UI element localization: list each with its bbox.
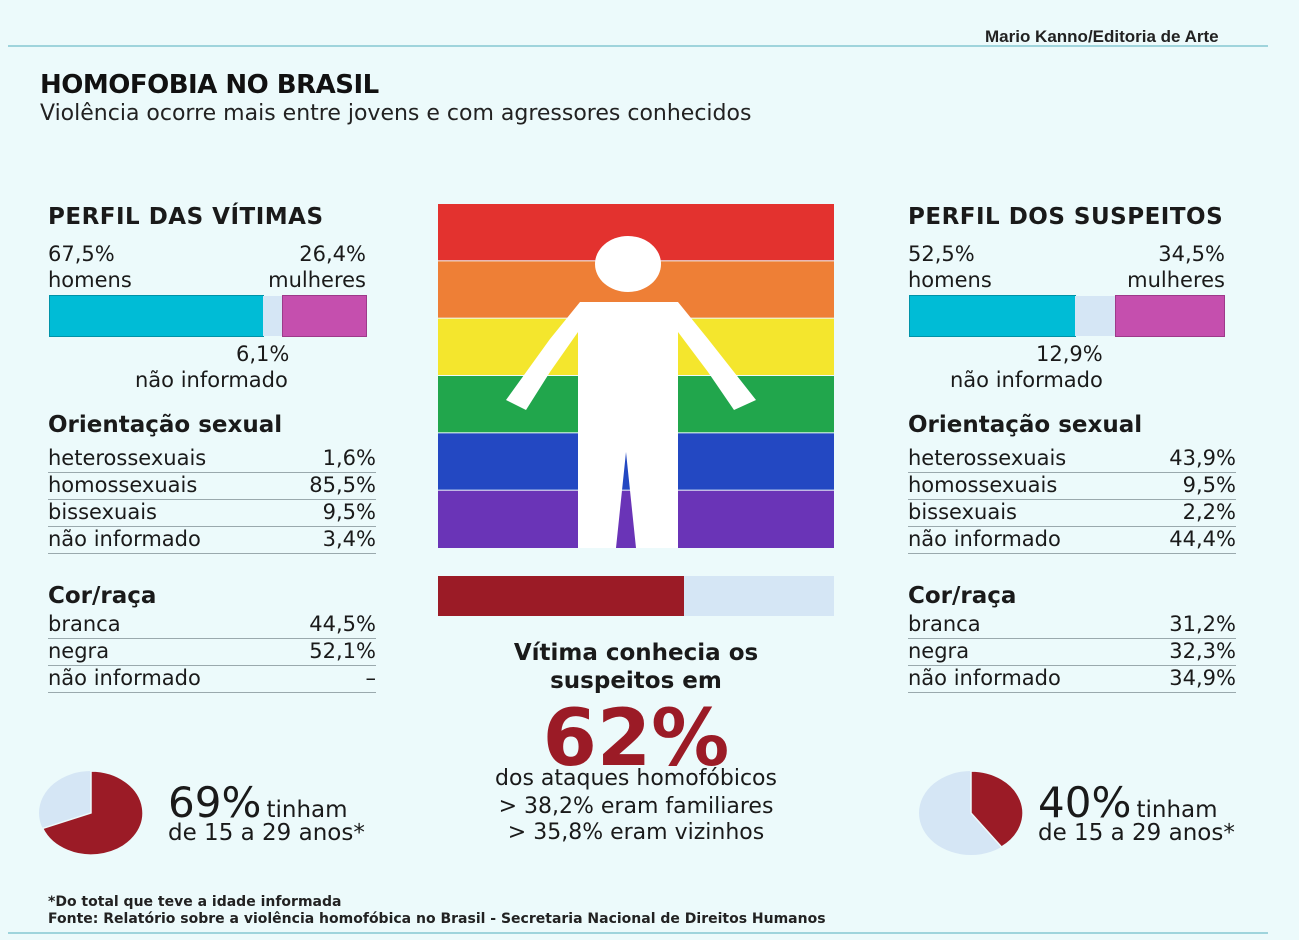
victims-orientation-value: 85,5% [309, 473, 376, 497]
suspects-age-range: de 15 a 29 anos* [1038, 820, 1235, 846]
known-suspects-bar [438, 576, 834, 616]
victims-race-row: não informado – [48, 666, 376, 693]
credit: Mario Kanno/Editoria de Arte [985, 27, 1219, 46]
victims-orientation-value: 1,6% [322, 446, 376, 470]
suspects-orientation-value: 2,2% [1182, 500, 1236, 524]
victims-race-value: – [365, 666, 377, 690]
victims-ni-pct: 6,1% [236, 342, 290, 366]
person-head [595, 236, 661, 292]
suspects-age-pie [919, 770, 1024, 855]
victims-orientation-value: 3,4% [322, 527, 376, 551]
suspects-orientation-value: 44,4% [1169, 527, 1236, 551]
suspects-age-pie-slice [970, 770, 1024, 848]
victims-race-value: 52,1% [309, 639, 376, 663]
suspects-orientation-title: Orientação sexual [908, 412, 1143, 438]
suspects-race-label: branca [908, 612, 981, 636]
victims-age-pie [39, 770, 144, 856]
victims-race-value: 44,5% [309, 612, 376, 636]
victims-bar-not-informed [263, 296, 283, 336]
suspects-age-line: 40% tinham [1038, 778, 1218, 827]
person-body [506, 302, 756, 548]
victims-heading: PERFIL DAS VÍTIMAS [48, 204, 324, 230]
center-line5: > 35,8% eram vizinhos [507, 820, 765, 845]
suspects-bar-women [1114, 295, 1225, 337]
suspects-orientation-value: 43,9% [1169, 446, 1236, 470]
victims-women-label: mulheres [268, 268, 366, 292]
victims-men-label: homens [48, 268, 132, 292]
victims-age-range: de 15 a 29 anos* [168, 820, 365, 846]
rainbow-flag-figure [438, 204, 834, 548]
suspects-men-pct: 52,5% [908, 242, 975, 266]
known-suspects-fill [438, 576, 684, 616]
suspects-bar-men [909, 295, 1076, 337]
suspects-orientation-row: bissexuais 2,2% [908, 500, 1236, 527]
victims-race-label: branca [48, 612, 121, 636]
victims-orientation-title: Orientação sexual [48, 412, 283, 438]
suspects-orientation-label: homossexuais [908, 473, 1058, 497]
suspects-race-label: negra [908, 639, 970, 663]
suspects-race-row: não informado 34,9% [908, 666, 1236, 693]
suspects-race-value: 31,2% [1169, 612, 1236, 636]
suspects-ni-pct: 12,9% [1036, 342, 1103, 366]
suspects-orientation-label: bissexuais [908, 500, 1017, 524]
center-line2: suspeitos em [550, 668, 722, 694]
suspects-women-pct: 34,5% [1158, 242, 1225, 266]
person-icon [506, 236, 756, 548]
center-line1: Vítima conhecia os [513, 640, 759, 666]
victims-women-pct: 26,4% [299, 242, 366, 266]
suspects-women-label: mulheres [1127, 268, 1225, 292]
suspects-orientation-row: homossexuais 9,5% [908, 473, 1236, 500]
suspects-race-value: 34,9% [1169, 666, 1236, 690]
victims-age-pct: 69% [168, 778, 262, 827]
victims-orientation-label: heterossexuais [48, 446, 207, 470]
center-big-pct: 62% [542, 694, 730, 784]
victims-sex-bar [48, 295, 367, 337]
center-line4: > 38,2% eram familiares [498, 794, 774, 819]
suspects-orientation-value: 9,5% [1182, 473, 1236, 497]
victims-orientation-row: homossexuais 85,5% [48, 473, 376, 500]
victims-race-row: negra 52,1% [48, 639, 376, 666]
victims-bar-women [281, 295, 367, 337]
suspects-orientation-label: não informado [908, 527, 1061, 551]
victims-ni-label: não informado [135, 368, 288, 392]
suspects-age-suffix: tinham [1136, 797, 1218, 823]
suspects-race-value: 32,3% [1169, 639, 1236, 663]
suspects-race-row: branca 31,2% [908, 612, 1236, 639]
bottom-rule [8, 932, 1268, 934]
suspects-orientation-label: heterossexuais [908, 446, 1067, 470]
victims-orientation-row: heterossexuais 1,6% [48, 446, 376, 473]
victims-orientation-label: não informado [48, 527, 201, 551]
victims-age-line: 69% tinham [168, 778, 348, 827]
suspects-bar-not-informed [1075, 296, 1116, 336]
suspects-ni-label: não informado [950, 368, 1103, 392]
suspects-sex-bar [909, 295, 1225, 337]
suspects-heading: PERFIL DOS SUSPEITOS [908, 204, 1224, 230]
suspects-men-label: homens [908, 268, 992, 292]
footnote-age: *Do total que teve a idade informada [48, 894, 342, 910]
victims-orientation-row: bissexuais 9,5% [48, 500, 376, 527]
victims-orientation-label: bissexuais [48, 500, 157, 524]
suspects-race-title: Cor/raça [908, 583, 1017, 609]
victims-race-label: negra [48, 639, 110, 663]
victims-bar-men [48, 295, 265, 337]
victims-age-suffix: tinham [266, 797, 348, 823]
victims-orientation-value: 9,5% [322, 500, 376, 524]
suspects-race-row: negra 32,3% [908, 639, 1236, 666]
victims-men-pct: 67,5% [48, 242, 115, 266]
victims-orientation-row: não informado 3,4% [48, 527, 376, 554]
suspects-orientation-row: heterossexuais 43,9% [908, 446, 1236, 473]
suspects-race-label: não informado [908, 666, 1061, 690]
victims-race-label: não informado [48, 666, 201, 690]
victims-age-pie-slice [41, 770, 144, 856]
page-subtitle: Violência ocorre mais entre jovens e com… [40, 101, 752, 126]
top-rule [8, 45, 1268, 47]
victims-race-title: Cor/raça [48, 583, 157, 609]
suspects-age-pct: 40% [1038, 778, 1132, 827]
victims-orientation-label: homossexuais [48, 473, 198, 497]
footnote-source: Fonte: Relatório sobre a violência homof… [48, 911, 826, 927]
victims-race-row: branca 44,5% [48, 612, 376, 639]
suspects-orientation-row: não informado 44,4% [908, 527, 1236, 554]
page-title: HOMOFOBIA NO BRASIL [40, 70, 379, 100]
center-line3: dos ataques homofóbicos [495, 766, 777, 791]
